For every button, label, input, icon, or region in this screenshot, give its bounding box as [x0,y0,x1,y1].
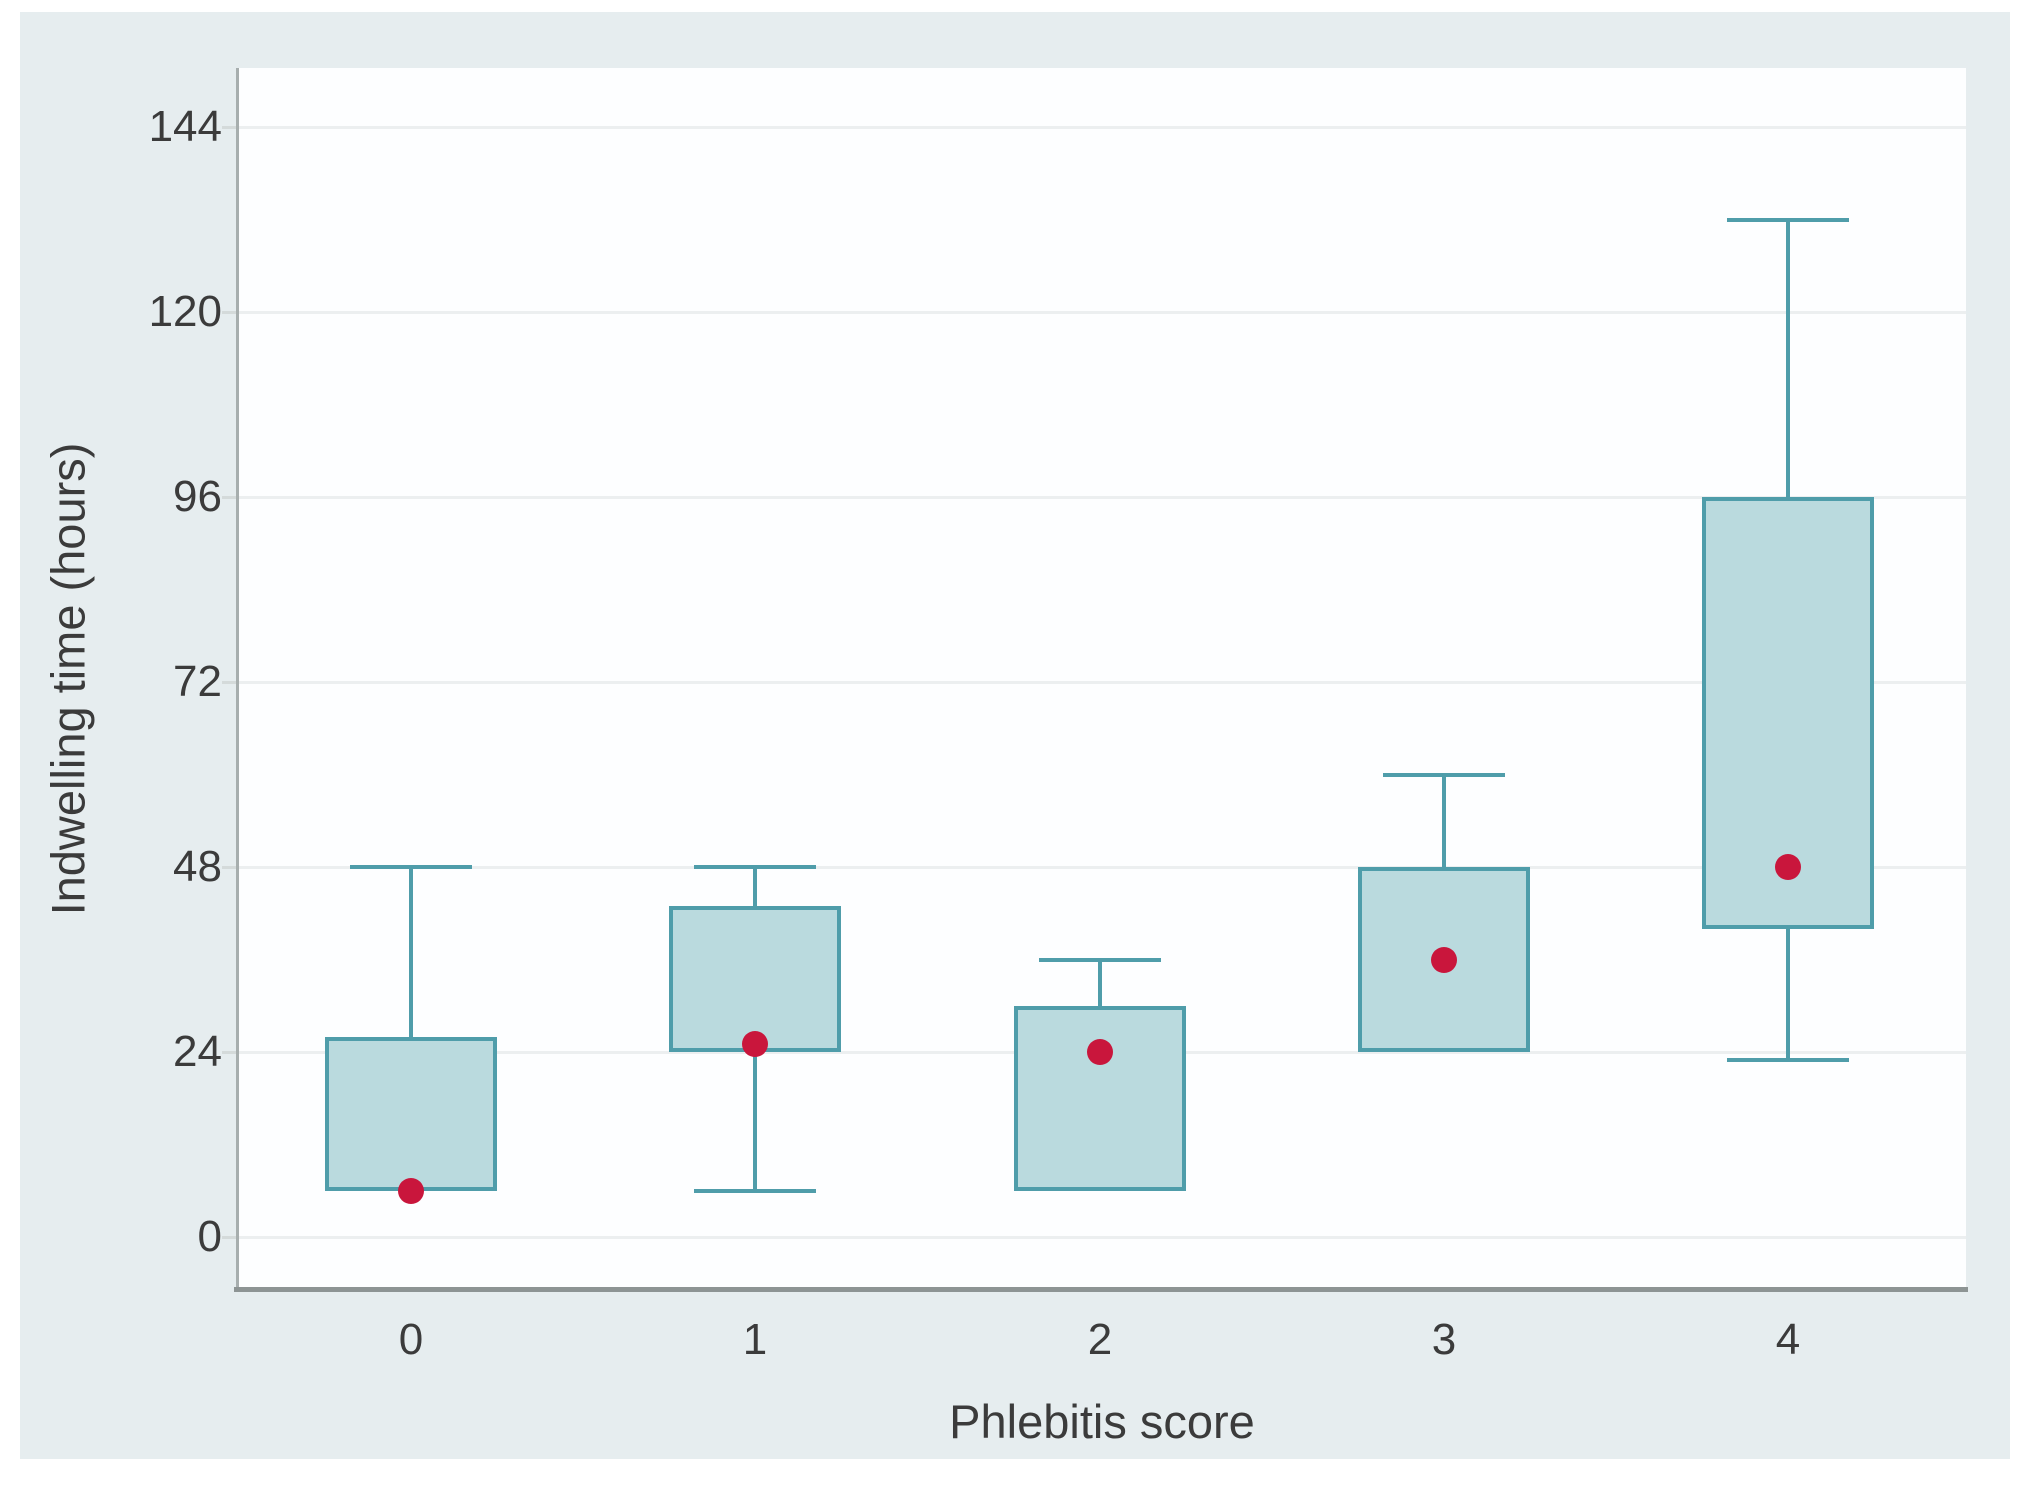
x-tick-label-3: 3 [1431,1315,1457,1364]
y-tick-mark-0 [222,1236,236,1239]
whisker-upper-line-1 [753,867,757,906]
median-marker-1 [742,1031,768,1058]
whisker-lower-line-4 [1786,928,1790,1060]
median-marker-4 [1775,854,1801,880]
y-tick-label-120: 120 [148,287,222,336]
y-tick-mark-48 [222,866,236,869]
y-tick-mark-144 [222,126,236,129]
box-score-0 [325,1036,497,1191]
x-axis-title: Phlebitis score [949,1395,1255,1448]
x-tick-label-1: 1 [742,1315,768,1364]
whisker-lower-line-1 [753,1052,757,1191]
plot-area [238,68,1966,1289]
whisker-upper-cap-1 [694,865,816,869]
whisker-lower-cap-1 [694,1188,816,1193]
whisker-lower-cap-4 [1727,1057,1849,1062]
whisker-upper-cap-4 [1727,217,1849,222]
whisker-upper-line-0 [409,867,413,1037]
whisker-upper-cap-0 [350,865,472,869]
box-score-2 [1014,1005,1186,1191]
gridline-120 [238,311,1966,314]
gridline-144 [238,126,1966,129]
median-marker-2 [1087,1039,1113,1065]
gridline-96 [238,496,1966,499]
x-tick-label-0: 0 [398,1315,424,1364]
gridline-0 [238,1236,1966,1239]
y-tick-label-24: 24 [173,1027,222,1076]
y-tick-mark-72 [222,681,236,684]
x-axis-line [234,1287,1968,1292]
y-tick-label-72: 72 [173,657,222,706]
box-score-1 [669,905,841,1052]
whisker-upper-line-3 [1442,774,1446,867]
whisker-upper-line-2 [1098,959,1102,1006]
median-marker-0 [398,1177,424,1204]
x-tick-label-4: 4 [1775,1315,1801,1364]
y-tick-label-0: 0 [197,1212,222,1261]
y-tick-label-48: 48 [173,842,222,891]
y-tick-mark-120 [222,311,236,314]
y-tick-mark-96 [222,496,236,499]
y-tick-label-96: 96 [173,472,222,521]
y-axis-line [236,68,239,1289]
whisker-upper-cap-3 [1383,772,1505,777]
median-marker-3 [1431,946,1457,973]
y-tick-label-144: 144 [148,102,222,151]
y-tick-mark-24 [222,1051,236,1054]
x-tick-label-2: 2 [1087,1315,1113,1364]
whisker-upper-cap-2 [1039,957,1161,962]
whisker-upper-line-4 [1786,219,1790,497]
gridline-48 [238,866,1966,869]
gridline-72 [238,681,1966,684]
